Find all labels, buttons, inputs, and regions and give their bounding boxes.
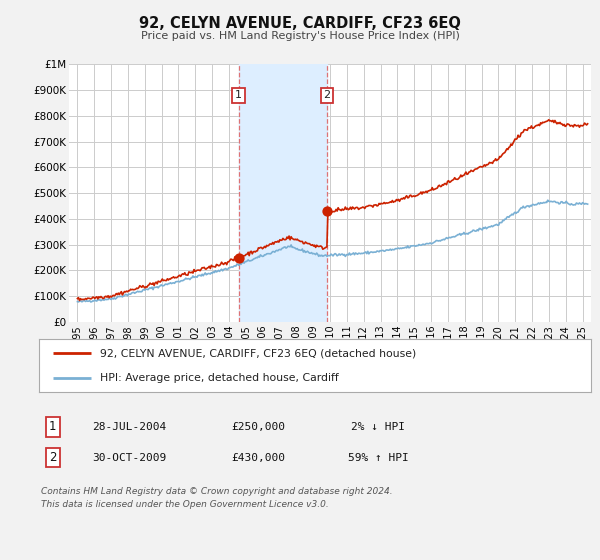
Text: 59% ↑ HPI: 59% ↑ HPI (347, 452, 409, 463)
Text: HPI: Average price, detached house, Cardiff: HPI: Average price, detached house, Card… (100, 372, 338, 382)
Text: £430,000: £430,000 (231, 452, 285, 463)
Text: 92, CELYN AVENUE, CARDIFF, CF23 6EQ: 92, CELYN AVENUE, CARDIFF, CF23 6EQ (139, 16, 461, 31)
Text: 1: 1 (235, 90, 242, 100)
Text: 1: 1 (49, 420, 56, 433)
Bar (239, 64, 327, 322)
Text: 92, CELYN AVENUE, CARDIFF, CF23 6EQ (detached house): 92, CELYN AVENUE, CARDIFF, CF23 6EQ (det… (100, 348, 416, 358)
Text: Price paid vs. HM Land Registry's House Price Index (HPI): Price paid vs. HM Land Registry's House … (140, 31, 460, 41)
Point (322, 207, 332, 216)
Text: 30-OCT-2009: 30-OCT-2009 (92, 452, 166, 463)
Text: 2: 2 (323, 90, 331, 100)
Text: £250,000: £250,000 (231, 422, 285, 432)
Text: 2% ↓ HPI: 2% ↓ HPI (351, 422, 405, 432)
Text: 28-JUL-2004: 28-JUL-2004 (92, 422, 166, 432)
Text: Contains HM Land Registry data © Crown copyright and database right 2024.
This d: Contains HM Land Registry data © Crown c… (41, 487, 392, 508)
Point (234, 253, 244, 262)
Text: 2: 2 (49, 451, 56, 464)
